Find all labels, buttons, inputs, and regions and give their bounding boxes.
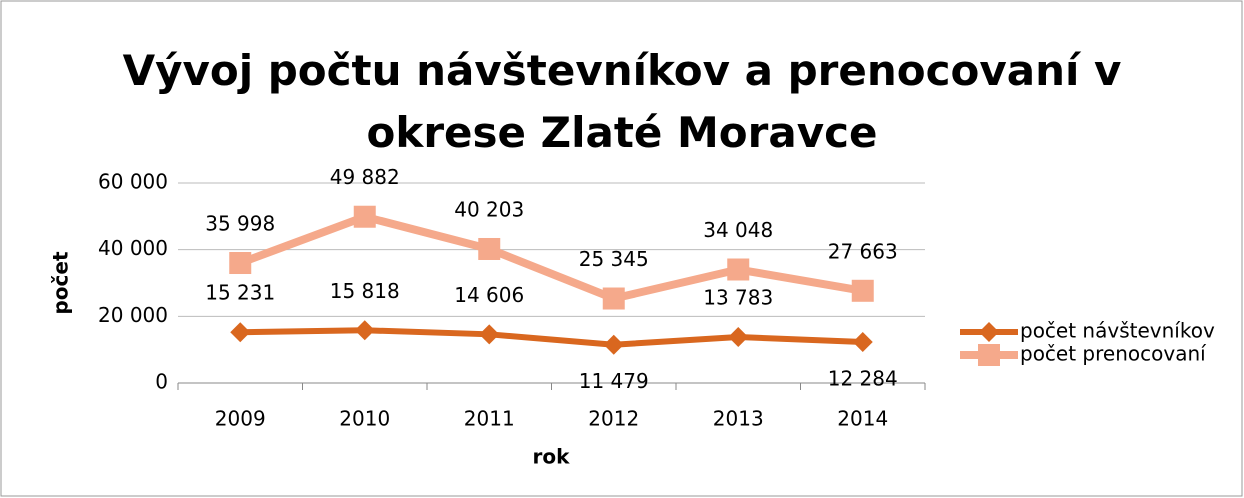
x-tick-label: 2011	[464, 407, 515, 431]
x-tick-label: 2010	[339, 407, 390, 431]
y-tick-label: 20 000	[98, 303, 168, 327]
data-label: 49 882	[330, 165, 400, 189]
x-axis-label: rok	[533, 445, 571, 469]
data-label: 12 284	[828, 367, 898, 391]
marker	[602, 287, 625, 310]
data-label: 14 606	[454, 283, 524, 307]
data-label: 25 345	[579, 247, 649, 271]
series-line	[238, 212, 864, 303]
marker	[852, 332, 873, 353]
legend-label: počet prenocovaní	[1020, 342, 1207, 366]
data-label: 11 479	[579, 369, 649, 393]
y-tick-label: 40 000	[98, 236, 168, 260]
y-tick-label: 60 000	[98, 170, 168, 194]
y-axis-label: počet	[49, 251, 73, 314]
x-tick-label: 2009	[215, 407, 266, 431]
marker	[229, 252, 252, 275]
y-tick-label: 0	[155, 370, 168, 394]
marker	[603, 334, 624, 355]
marker	[354, 320, 375, 341]
data-label: 15 818	[330, 279, 400, 303]
marker	[851, 279, 874, 302]
legend-label: počet návštevníkov	[1020, 319, 1215, 343]
marker	[353, 205, 376, 228]
marker	[727, 258, 750, 281]
data-label: 35 998	[205, 212, 275, 236]
marker	[479, 324, 500, 345]
x-tick-label: 2012	[588, 407, 639, 431]
marker	[728, 327, 749, 348]
series-line	[240, 327, 863, 348]
marker	[979, 322, 999, 342]
marker	[478, 237, 501, 260]
x-tick-label: 2014	[837, 407, 888, 431]
data-label: 15 231	[205, 281, 275, 305]
chart-title: Vývoj počtu návštevníkov a prenocovaní v…	[122, 46, 1122, 157]
marker	[230, 322, 251, 343]
data-label: 27 663	[828, 239, 898, 263]
marker	[978, 344, 1000, 366]
data-label: 13 783	[703, 286, 773, 310]
x-tick-label: 2013	[713, 407, 764, 431]
data-label: 40 203	[454, 197, 524, 221]
data-label: 34 048	[703, 218, 773, 242]
